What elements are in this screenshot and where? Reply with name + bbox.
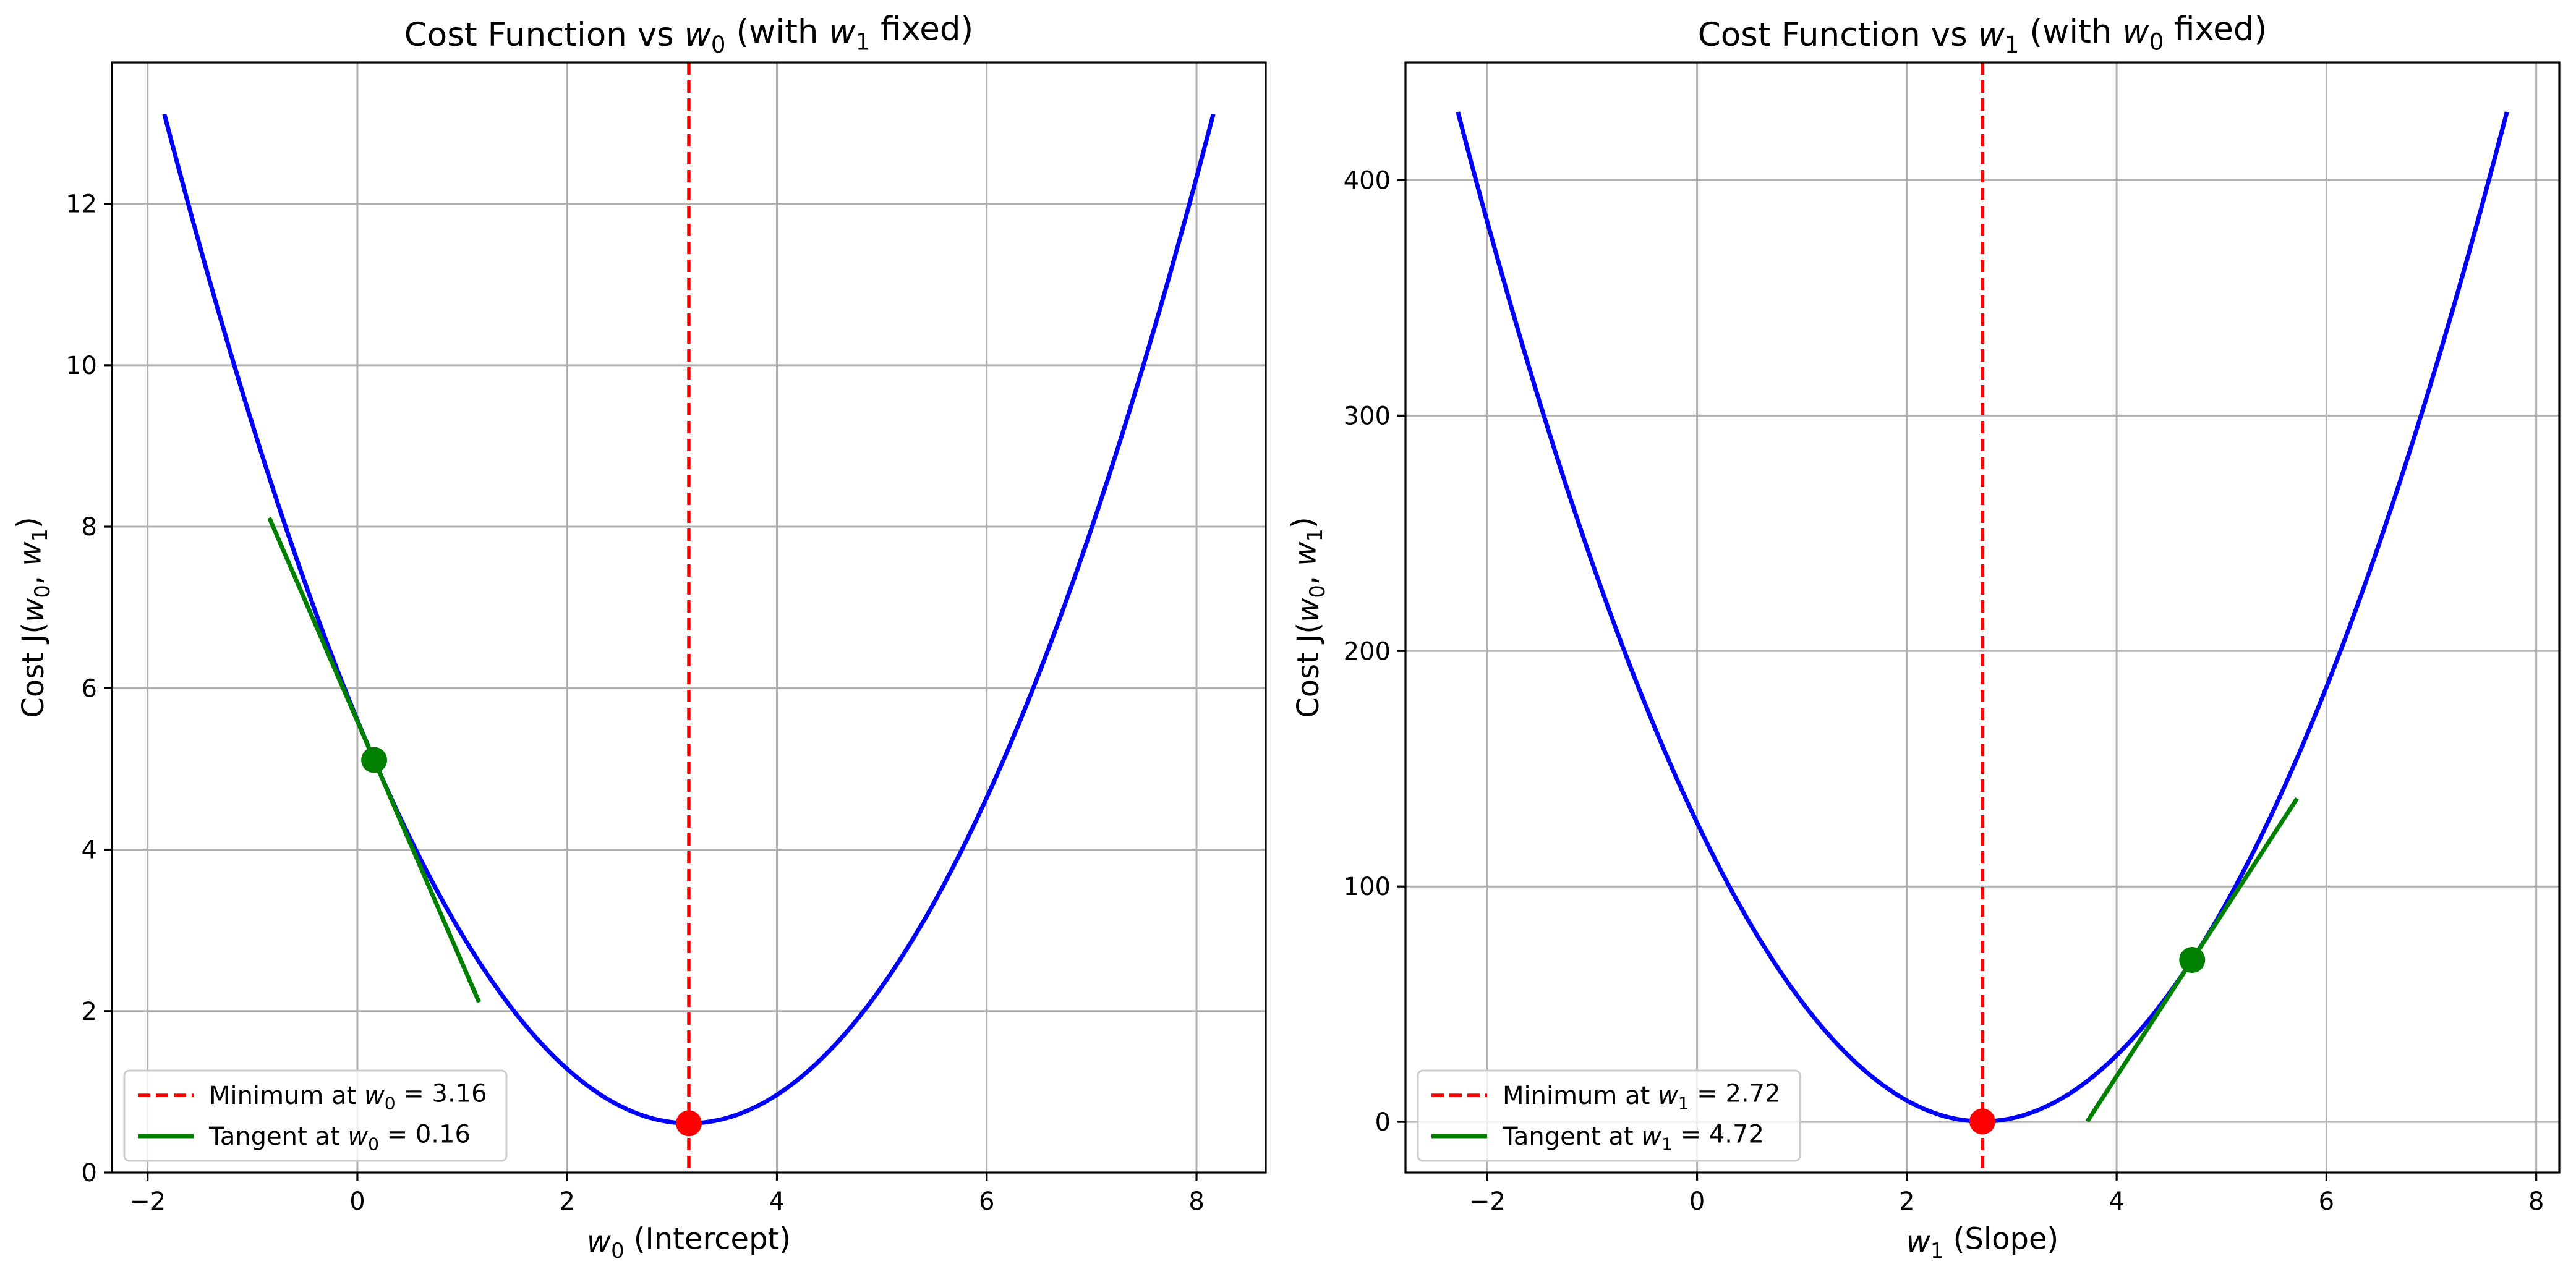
text-part: w — [685, 16, 712, 54]
x-tick-label: −2 — [129, 1187, 166, 1216]
y-tick-label: 8 — [82, 513, 97, 541]
text-part: w — [348, 1122, 368, 1151]
legend-box — [123, 1069, 508, 1162]
text-part: 1 — [1930, 1239, 1943, 1263]
legend-box — [1417, 1069, 1801, 1162]
legend-label-tangent: Tangent at w0 = 0.16 — [208, 1120, 471, 1154]
plot-area — [1456, 62, 2509, 1173]
x-tick-label: −2 — [1469, 1187, 1506, 1216]
x-axis-label: w0 (Intercept) — [587, 1222, 791, 1263]
text-part: = 0.16 — [379, 1120, 471, 1148]
x-tick-label: 8 — [1188, 1187, 1204, 1216]
axes-frame — [111, 61, 1267, 1174]
text-part: (Intercept) — [625, 1222, 791, 1257]
text-part: 0 — [368, 1134, 379, 1154]
text-part: 0 — [30, 585, 54, 598]
legend-label-minimum: Minimum at w0 = 3.16 — [209, 1079, 487, 1113]
text-part: w — [16, 598, 51, 622]
text-part: w — [1291, 598, 1326, 622]
y-tick-label: 4 — [82, 836, 97, 865]
text-part: 1 — [2005, 32, 2019, 58]
text-part: w — [2122, 13, 2149, 51]
text-part: 0 — [711, 32, 726, 58]
text-part: Cost J( — [16, 622, 51, 718]
text-part: ) — [11, 517, 45, 528]
x-tick-label: 4 — [769, 1187, 785, 1216]
legend-label-minimum: Minimum at w1 = 2.72 — [1503, 1079, 1781, 1113]
text-part: 1 — [1678, 1093, 1689, 1113]
x-tick-label: 2 — [1899, 1187, 1914, 1216]
plot-area — [162, 62, 1216, 1173]
text-part: Tangent at — [1502, 1122, 1641, 1151]
y-tick-label: 400 — [1344, 166, 1391, 195]
y-axis-label: Cost J(w0, w1) — [11, 517, 54, 718]
text-part: Cost J( — [1291, 622, 1326, 718]
axes-frame — [1404, 61, 2561, 1174]
text-part: Tangent at — [208, 1122, 348, 1151]
text-part: fixed) — [2164, 10, 2267, 48]
y-tick-label: 100 — [1344, 873, 1391, 901]
text-part: 0 — [1305, 585, 1329, 598]
y-tick-label: 6 — [82, 674, 97, 703]
x-tick-label: 0 — [1689, 1187, 1705, 1216]
text-part: 0 — [611, 1239, 624, 1263]
text-part: w — [1289, 541, 1323, 566]
text-part: Cost Function vs — [404, 16, 685, 54]
x-tick-label: 0 — [349, 1187, 365, 1216]
text-part: , — [14, 566, 48, 585]
text-part: , — [1289, 566, 1323, 585]
text-part: w — [1978, 16, 2005, 54]
text-part: (Slope) — [1943, 1222, 2058, 1257]
text-part: w — [587, 1224, 612, 1259]
text-part: 1 — [856, 28, 871, 55]
x-tick-label: 8 — [2528, 1187, 2544, 1216]
text-part: (with — [726, 13, 829, 51]
text-part: Cost Function vs — [1698, 16, 1978, 54]
y-tick-label: 10 — [66, 352, 97, 380]
x-tick-label: 2 — [559, 1187, 574, 1216]
text-part: 0 — [385, 1093, 396, 1113]
text-part: 1 — [1303, 528, 1327, 541]
x-axis-label: w1 (Slope) — [1906, 1222, 2059, 1263]
x-tick-label: 6 — [2319, 1187, 2334, 1216]
text-part: w — [1641, 1122, 1661, 1151]
text-part: = 4.72 — [1673, 1120, 1764, 1148]
y-tick-label: 0 — [1375, 1108, 1391, 1137]
text-part: w — [1906, 1224, 1931, 1259]
x-tick-label: 4 — [2109, 1187, 2124, 1216]
text-part: w — [364, 1082, 385, 1110]
y-tick-label: 12 — [66, 190, 97, 219]
y-tick-label: 2 — [82, 998, 97, 1026]
y-tick-label: 300 — [1344, 402, 1391, 430]
text-part: ) — [1286, 517, 1320, 528]
text-part: w — [1658, 1082, 1678, 1110]
legend-label-tangent: Tangent at w1 = 4.72 — [1502, 1120, 1764, 1154]
text-part: = 3.16 — [396, 1079, 487, 1108]
text-part: 1 — [1661, 1134, 1673, 1154]
text-part: 0 — [2149, 28, 2164, 55]
text-part: = 2.72 — [1689, 1079, 1781, 1108]
tangent-point — [361, 747, 388, 773]
chart-title: Cost Function vs w1 (with w0 fixed) — [1698, 10, 2267, 58]
text-part: w — [14, 541, 48, 566]
y-tick-label: 200 — [1344, 637, 1391, 666]
text-part: w — [829, 13, 856, 51]
text-part: 1 — [28, 528, 52, 541]
y-tick-label: 0 — [82, 1159, 97, 1187]
text-part: Minimum at — [1503, 1082, 1658, 1110]
x-tick-label: 6 — [979, 1187, 994, 1216]
tangent-point — [2179, 947, 2206, 974]
minimum-point — [1969, 1108, 1995, 1135]
text-part: Minimum at — [209, 1082, 364, 1110]
minimum-point — [676, 1110, 702, 1137]
y-axis-label: Cost J(w0, w1) — [1286, 517, 1329, 718]
text-part: fixed) — [870, 10, 973, 48]
text-part: (with — [2019, 13, 2123, 51]
chart-title: Cost Function vs w0 (with w1 fixed) — [404, 10, 973, 58]
